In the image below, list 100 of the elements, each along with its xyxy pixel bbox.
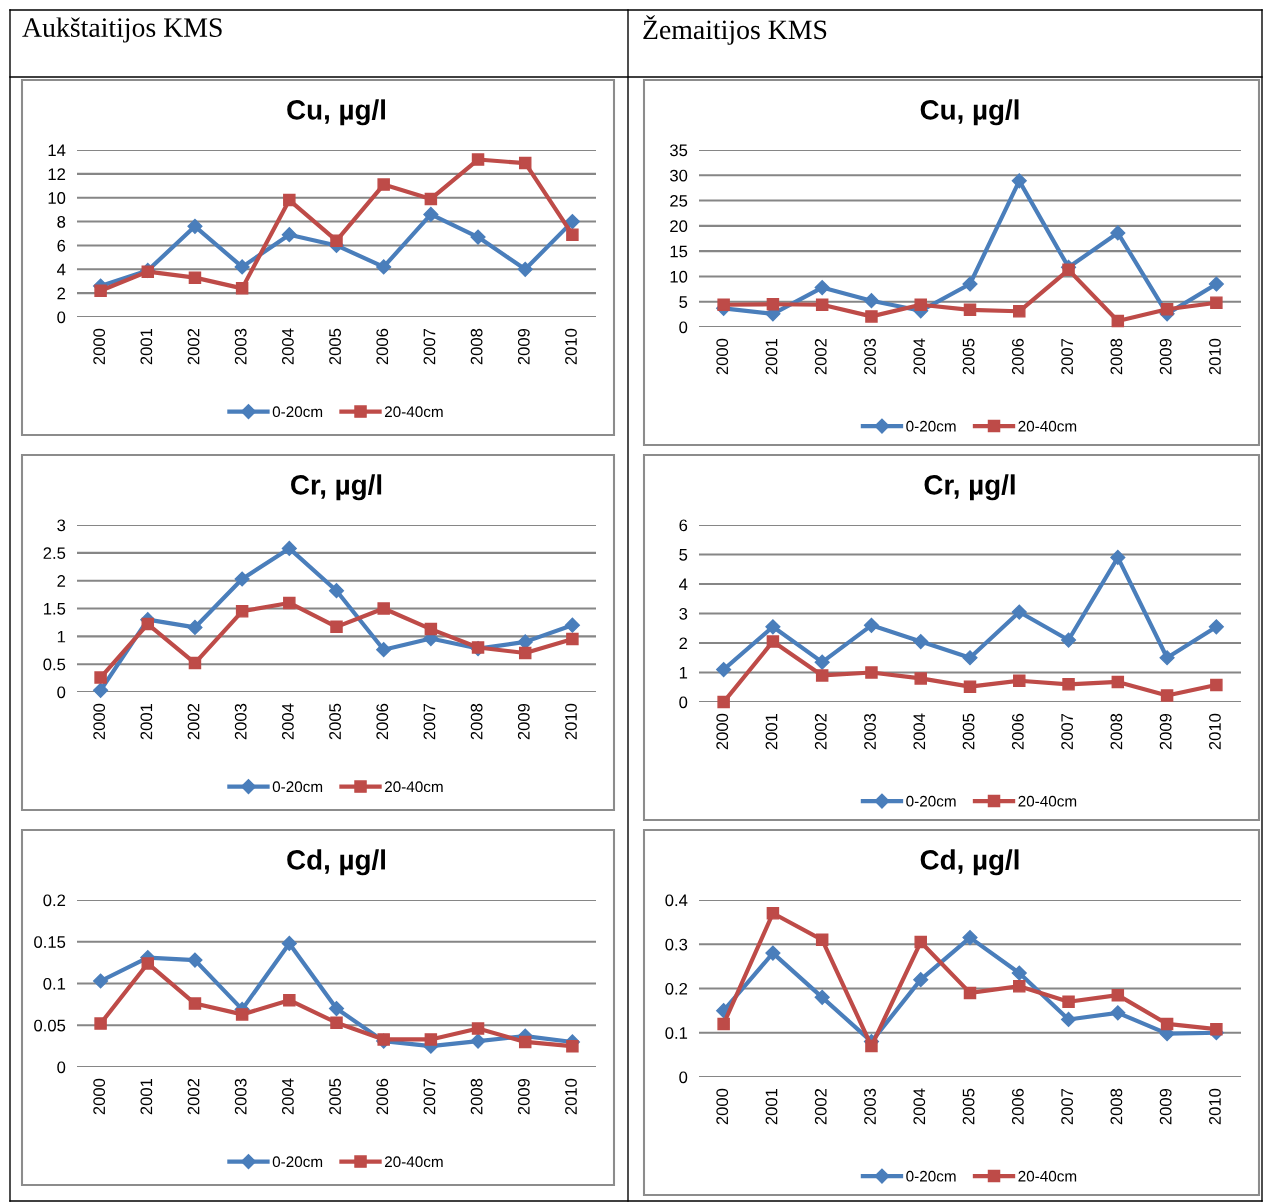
x-tick-label: 2007 xyxy=(423,328,436,365)
x-tick-label: 2009 xyxy=(517,1078,530,1115)
x-tick-label: 2007 xyxy=(423,1078,436,1115)
text: Aukštaitijos KMS xyxy=(22,17,222,43)
x-tick-label: 2000 xyxy=(93,1078,106,1115)
x-tick-label: 2006 xyxy=(376,1078,389,1115)
x-tick-label: 2005 xyxy=(329,1078,341,1115)
y-tick-label: 2.5 xyxy=(43,547,66,560)
y-tick-label: 3 xyxy=(679,607,688,620)
x-tick-label: 2005 xyxy=(329,328,341,365)
legend-label: 20-40cm xyxy=(1018,420,1077,432)
x-tick-label: 2008 xyxy=(470,328,483,365)
y-tick-label: 14 xyxy=(48,144,66,157)
x-tick-label: 2006 xyxy=(1011,713,1024,750)
y-tick-label: 0.05 xyxy=(34,1019,66,1032)
x-tick-label: 2010 xyxy=(1209,338,1221,375)
y-tick-label: 5 xyxy=(679,549,688,561)
y-tick-label: 0.2 xyxy=(43,894,66,907)
x-tick-label: 2003 xyxy=(864,713,876,750)
chart-title: Cu, µg/l xyxy=(287,99,385,126)
y-tick-label: 0.5 xyxy=(43,658,66,671)
y-tick-label: 1 xyxy=(679,667,688,679)
x-tick-label: 2010 xyxy=(1209,1088,1221,1125)
y-tick-label: 0.2 xyxy=(665,982,688,995)
legend-label: 20-40cm xyxy=(1018,1170,1077,1182)
x-tick-label: 2002 xyxy=(814,713,827,750)
x-tick-label: 2010 xyxy=(565,1078,577,1115)
x-tick-label: 2008 xyxy=(470,1078,483,1115)
x-tick-label: 2006 xyxy=(1011,338,1024,375)
x-tick-label: 2007 xyxy=(1061,1088,1074,1125)
x-tick-label: 2001 xyxy=(140,703,153,740)
x-tick-label: 2004 xyxy=(913,713,926,750)
y-tick-label: 12 xyxy=(48,168,66,180)
chart-title: Cu, µg/l xyxy=(920,99,1019,126)
y-tick-label: 4 xyxy=(679,578,688,591)
y-tick-label: 0 xyxy=(57,1061,66,1074)
legend-label: 0-20cm xyxy=(272,1156,323,1168)
y-tick-label: 0.4 xyxy=(665,894,688,907)
x-tick-label: 2001 xyxy=(765,338,778,375)
legend-label: 0-20cm xyxy=(272,781,323,793)
x-tick-label: 2004 xyxy=(913,1088,926,1125)
chart-title: Cd, µg/l xyxy=(920,849,1019,876)
x-tick-label: 2006 xyxy=(376,703,389,740)
y-tick-label: 3 xyxy=(57,519,66,532)
x-tick-label: 2009 xyxy=(1159,1088,1172,1125)
y-tick-label: 2 xyxy=(679,637,688,650)
x-tick-label: 2000 xyxy=(716,338,729,375)
y-tick-label: 5 xyxy=(679,296,688,308)
text: Žemaitijos KMS xyxy=(643,15,827,45)
y-tick-label: 30 xyxy=(669,169,688,182)
x-tick-label: 2008 xyxy=(470,703,483,740)
y-tick-label: 20 xyxy=(670,220,688,233)
y-tick-label: 0 xyxy=(679,321,688,334)
x-tick-label: 2001 xyxy=(765,713,778,750)
x-tick-label: 2002 xyxy=(187,328,200,365)
x-tick-label: 2006 xyxy=(376,328,389,365)
x-tick-label: 2007 xyxy=(423,703,436,740)
legend-label: 0-20cm xyxy=(906,795,956,807)
x-tick-label: 2003 xyxy=(234,328,247,365)
x-tick-label: 2002 xyxy=(814,338,827,375)
y-tick-label: 35 xyxy=(669,144,688,157)
legend-label: 0-20cm xyxy=(906,1170,956,1182)
x-tick-label: 2000 xyxy=(716,1088,729,1125)
y-tick-label: 0 xyxy=(57,311,66,324)
x-tick-label: 2008 xyxy=(1110,338,1123,375)
x-tick-label: 2001 xyxy=(765,1088,778,1125)
y-tick-label: 15 xyxy=(670,245,688,258)
x-tick-label: 2007 xyxy=(1061,713,1074,750)
legend-label: 20-40cm xyxy=(384,406,443,418)
x-tick-label: 2008 xyxy=(1110,1088,1123,1125)
x-tick-label: 2004 xyxy=(281,328,294,365)
y-tick-label: 4 xyxy=(57,263,66,276)
x-tick-label: 2005 xyxy=(962,338,975,375)
y-tick-label: 0.15 xyxy=(34,936,66,948)
x-tick-label: 2008 xyxy=(1110,713,1123,750)
y-tick-label: 0.3 xyxy=(665,938,688,951)
x-tick-label: 2005 xyxy=(329,703,341,740)
x-tick-label: 2003 xyxy=(864,1088,876,1125)
x-tick-label: 2010 xyxy=(565,703,577,740)
x-tick-label: 2009 xyxy=(1159,713,1172,750)
y-tick-label: 0.1 xyxy=(43,977,66,990)
x-tick-label: 2010 xyxy=(1209,713,1221,750)
chart-title: Cr, µg/l xyxy=(291,474,382,501)
y-tick-label: 0 xyxy=(679,696,688,709)
x-tick-label: 2000 xyxy=(93,328,106,365)
y-tick-label: 6 xyxy=(57,239,66,252)
x-tick-label: 2010 xyxy=(565,328,577,365)
x-tick-label: 2000 xyxy=(716,713,729,750)
y-tick-label: 25 xyxy=(670,194,688,207)
chart-title: Cd, µg/l xyxy=(287,849,385,876)
x-tick-label: 2001 xyxy=(140,1078,153,1115)
y-tick-label: 8 xyxy=(57,215,66,228)
legend-label: 20-40cm xyxy=(384,781,443,793)
y-tick-label: 0 xyxy=(57,686,66,699)
y-tick-label: 10 xyxy=(670,270,688,283)
x-tick-label: 2001 xyxy=(140,328,153,365)
x-tick-label: 2004 xyxy=(281,703,294,740)
y-tick-label: 0.1 xyxy=(665,1027,688,1039)
x-tick-label: 2003 xyxy=(234,703,247,740)
y-tick-label: 6 xyxy=(679,519,688,532)
